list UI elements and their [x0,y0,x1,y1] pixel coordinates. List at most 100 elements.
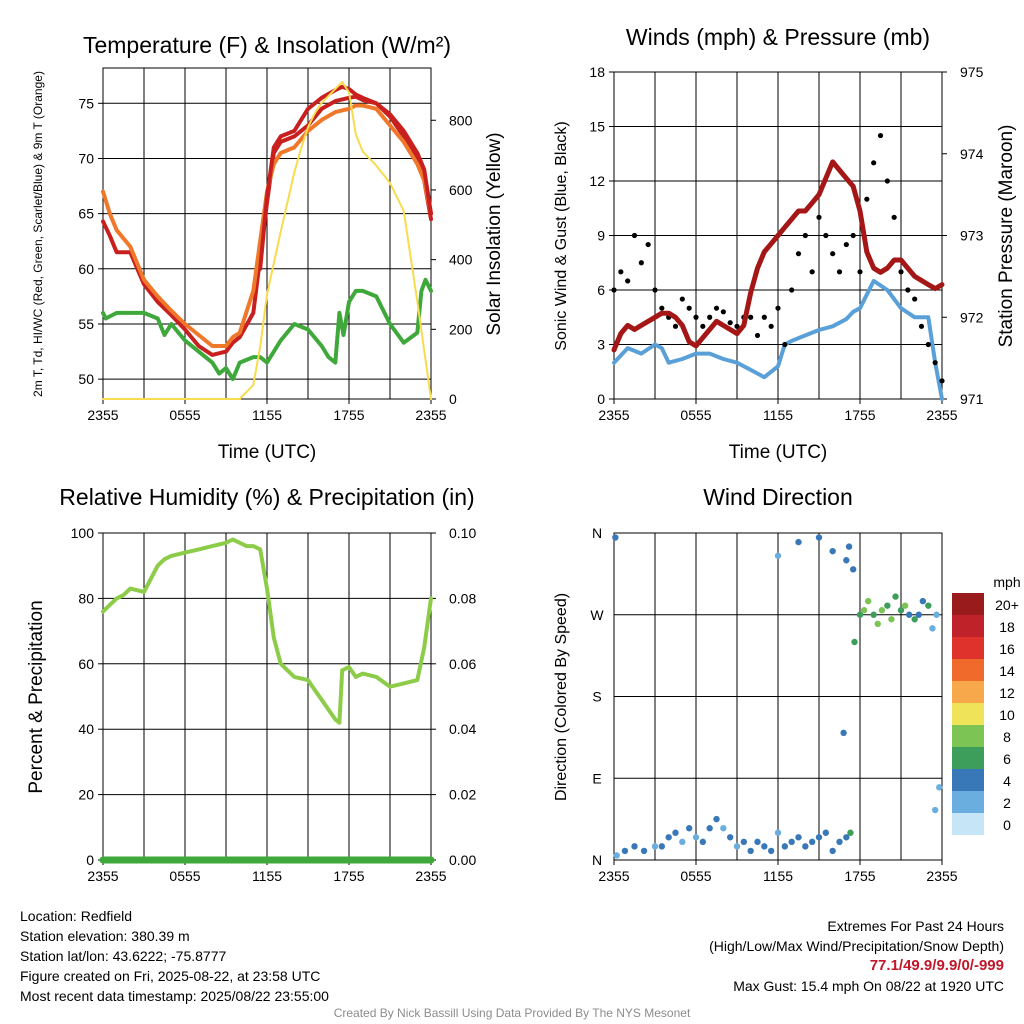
gust-point [775,305,781,311]
direction-point [640,847,648,855]
x-axis-label: Time (UTC) [729,442,828,463]
series-line [102,80,432,400]
direction-point [847,829,854,836]
recent-text: Most recent data timestamp: 2025/08/22 2… [20,988,329,1004]
y-tick-label: 9 [597,228,605,244]
direction-point [829,847,836,855]
panel-humidity: Relative Humidity (%) & Precipitation (i… [26,484,476,884]
direction-point [651,843,659,850]
gust-point [823,232,829,239]
direction-point [843,834,850,841]
colorbar-unit: mph [993,574,1020,590]
x-tick-label: 2355 [415,868,446,884]
gust-point [850,232,856,239]
gust-point [645,241,651,248]
y-tick-label: 18 [589,64,605,80]
colorbar-label: 6 [1003,751,1011,767]
gust-point [734,323,740,329]
y-tick-label: N [592,852,602,868]
y-tick-label: E [592,770,601,786]
gust-point [700,323,706,329]
y2-tick-label: 800 [449,112,473,128]
direction-point [931,806,939,814]
y2-axis-label: Solar Insolation (Yellow) [484,132,505,335]
colorbar-label: 16 [999,641,1015,657]
gust-point [754,332,761,339]
direction-point [884,602,891,609]
direction-point [822,829,830,836]
x-tick-label: 2355 [598,407,629,423]
direction-point [843,557,850,564]
y2-tick-label: 0.08 [449,590,476,606]
direction-point [856,611,864,618]
direction-point [829,547,836,555]
direction-point [874,620,881,628]
direction-point [808,838,816,846]
direction-point [925,602,932,609]
direction-point [929,625,936,632]
y-tick-label: S [592,689,601,705]
y-axis-label: 2m T, Td, HI/WC (Red, Green, Scarlet/Blu… [31,71,45,397]
series-line [611,159,945,353]
panel-title: Wind Direction [703,484,853,510]
gust-point [925,341,931,348]
max-gust-text: Max Gust: 15.4 mph On 08/22 at 1920 UTC [733,978,1004,994]
direction-point [621,847,629,855]
direction-point [870,611,877,618]
y-tick-label: 6 [597,282,605,298]
direction-point [612,534,619,541]
x-tick-label: 2355 [926,868,957,884]
colorbar-label: 8 [1003,729,1011,745]
colorbar-label: 12 [999,685,1015,701]
x-axis-label: Time (UTC) [218,442,317,463]
series-line [101,537,433,725]
colorbar-swatch [952,637,984,659]
direction-point [713,815,720,823]
y2-tick-label: 600 [449,182,473,198]
colorbar-label: 20+ [995,597,1019,613]
gust-point [707,314,713,320]
x-tick-label: 1155 [252,407,282,423]
colorbar-swatch [952,659,984,681]
gust-point [939,378,945,384]
y-tick-label: 3 [597,337,605,353]
colorbar-swatch [952,615,984,637]
y-tick-label: 100 [71,525,95,541]
gust-point [891,214,897,220]
y-tick-label: 0 [86,852,94,868]
gust-point [768,323,774,329]
gust-point [748,314,754,320]
gust-point [830,251,836,257]
direction-point [658,843,666,850]
x-tick-label: 1755 [844,407,875,423]
x-tick-label: 0555 [680,407,711,423]
y2-tick-label: 0 [449,391,457,407]
x-tick-label: 0555 [680,868,711,884]
gust-point [789,287,795,293]
direction-point [774,552,782,559]
direction-point [754,838,761,846]
y-tick-label: 0 [597,391,605,407]
direction-point [815,834,823,841]
gust-point [761,314,767,320]
direction-point [802,843,809,850]
gust-point [672,323,679,329]
colorbar-swatch [952,593,984,615]
direction-point [936,784,943,791]
direction-point [613,852,620,859]
y2-tick-label: 400 [449,252,473,268]
y2-tick-label: 0.02 [449,787,476,803]
x-tick-label: 1155 [763,868,793,884]
colorbar-swatch [952,681,984,703]
direction-point [740,838,748,846]
direction-point [761,843,768,850]
gust-point [693,314,699,320]
x-tick-label: 2355 [415,407,446,423]
x-tick-label: 1155 [763,407,793,423]
direction-point [906,611,913,618]
y2-tick-label: 974 [960,146,984,162]
gust-point [864,196,870,202]
panel-temperature: Temperature (F) & Insolation (W/m²) 2355… [31,32,505,463]
